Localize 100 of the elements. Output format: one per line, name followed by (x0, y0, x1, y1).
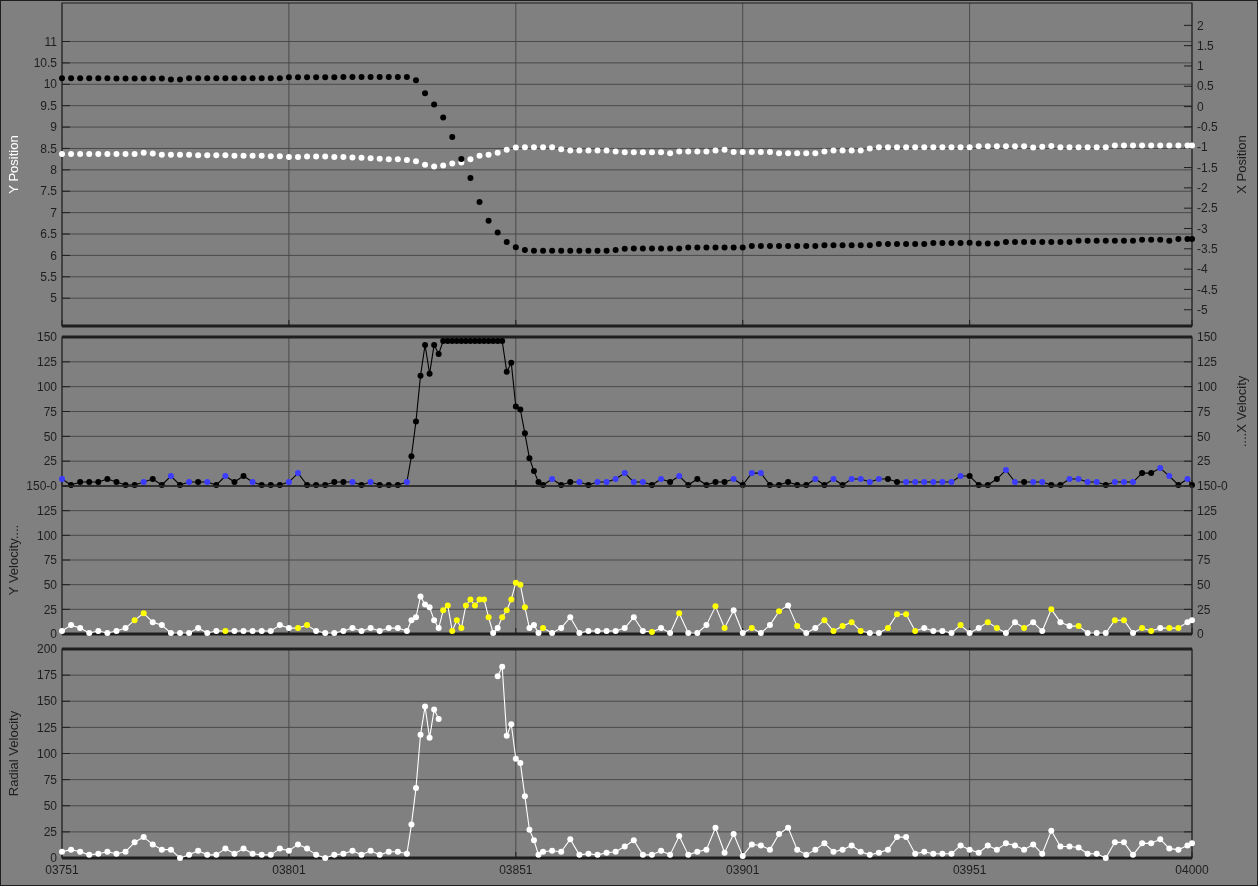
y2-tick-label: 2 (1197, 18, 1204, 33)
y-tick-label: 150-0 (26, 479, 58, 494)
y-tick-label: 75 (43, 404, 58, 419)
y2-tick-label: -4.5 (1197, 282, 1218, 297)
point (258, 851, 265, 858)
y-tick-label: 10 (43, 77, 58, 92)
y-tick-label: 75 (43, 553, 58, 568)
y-tick-label: 50 (43, 577, 58, 592)
point (331, 851, 338, 858)
y2-tick-label: -1 (1197, 140, 1208, 155)
y-tick-label: 125 (36, 720, 58, 735)
y2-tick-label: 25 (1197, 454, 1211, 469)
y-tick-label: 0 (50, 627, 58, 642)
y-tick-label: 150 (36, 694, 58, 709)
point (231, 850, 238, 857)
point (358, 851, 365, 858)
point (408, 821, 415, 828)
y-tick-label: 6.5 (40, 227, 58, 242)
y-axis-title: Y Velocity.... (6, 524, 21, 596)
point (249, 850, 256, 857)
y-tick-label: 75 (43, 772, 58, 787)
y-tick-label: 125 (36, 503, 58, 518)
point (222, 845, 229, 852)
x-tick-label: 03751 (45, 863, 80, 877)
point (77, 848, 84, 855)
point (195, 847, 202, 854)
y-tick-label: 50 (43, 429, 58, 444)
point (431, 706, 438, 713)
y2-tick-label: 0.5 (1197, 79, 1215, 94)
y2-tick-label: 1 (1197, 59, 1204, 74)
x-tick-label: 03851 (499, 863, 533, 877)
point (349, 847, 356, 854)
y2-tick-label: 150-0 (1197, 479, 1229, 494)
y-tick-label: 5 (50, 291, 58, 306)
y2-tick-label: 50 (1197, 429, 1211, 444)
y2-tick-label: 0 (1197, 627, 1204, 642)
y-tick-label: 9 (50, 120, 58, 135)
y2-tick-label: 100 (1197, 528, 1218, 543)
y-tick-label: 8 (50, 163, 58, 178)
y-tick-label: 50 (43, 798, 58, 813)
y-tick-label: 8.5 (40, 141, 58, 156)
y2-tick-label: -5 (1197, 302, 1208, 317)
point (204, 851, 211, 858)
point (294, 841, 301, 848)
y-tick-label: 7.5 (40, 184, 58, 199)
point (322, 855, 329, 861)
point (340, 850, 347, 857)
point (122, 848, 129, 855)
y2-tick-label: 75 (1197, 404, 1211, 419)
y2-tick-label: -3.5 (1197, 242, 1218, 257)
y-tick-label: 25 (43, 454, 58, 469)
point (426, 734, 433, 741)
y2-tick-label: 0 (1197, 99, 1204, 114)
x-tick-label: 03801 (272, 863, 306, 877)
y-tick-label: 0 (50, 851, 58, 866)
y-tick-label: 100 (36, 528, 58, 543)
y2-tick-label: 50 (1197, 577, 1211, 592)
point (176, 855, 183, 861)
point (267, 851, 274, 858)
y2-tick-label: 1.5 (1197, 38, 1215, 53)
y2-axis-title: X Position (1234, 135, 1249, 194)
point (131, 839, 138, 846)
x-tick-label: 03901 (726, 863, 760, 877)
y-tick-label: 25 (43, 825, 58, 840)
y2-tick-label: -3 (1197, 221, 1208, 236)
y2-tick-label: 25 (1197, 602, 1211, 617)
point (158, 846, 165, 853)
point (149, 841, 156, 848)
point (435, 716, 442, 723)
y2-axis-title: ....X Velocity (1234, 375, 1249, 448)
y2-tick-label: -4 (1197, 262, 1208, 277)
y2-tick-label: 125 (1197, 355, 1218, 370)
point (104, 848, 111, 855)
y2-tick-label: -2 (1197, 181, 1208, 196)
y-tick-label: 125 (36, 355, 58, 370)
y2-tick-label: 100 (1197, 379, 1218, 394)
y-tick-label: 200 (36, 642, 58, 657)
y-tick-label: 25 (43, 602, 58, 617)
point (422, 703, 429, 710)
point (140, 834, 147, 841)
point (240, 845, 247, 852)
y-tick-label: 7 (50, 205, 58, 220)
y-tick-label: 11 (44, 34, 58, 49)
y2-tick-label: -2.5 (1197, 201, 1218, 216)
point (376, 851, 383, 858)
point (95, 850, 102, 857)
point (213, 851, 220, 858)
y-axis-title: Radial Velocity (6, 710, 21, 797)
y-tick-label: 150 (36, 330, 58, 345)
y2-tick-label: 150 (1197, 330, 1218, 345)
y-tick-label: 175 (36, 668, 58, 683)
point (367, 847, 374, 854)
point (59, 848, 65, 855)
y-tick-label: 6 (50, 248, 58, 263)
point (403, 850, 410, 857)
point (86, 851, 93, 858)
point (313, 851, 320, 858)
point (417, 731, 424, 738)
point (394, 848, 401, 855)
point (412, 784, 419, 791)
